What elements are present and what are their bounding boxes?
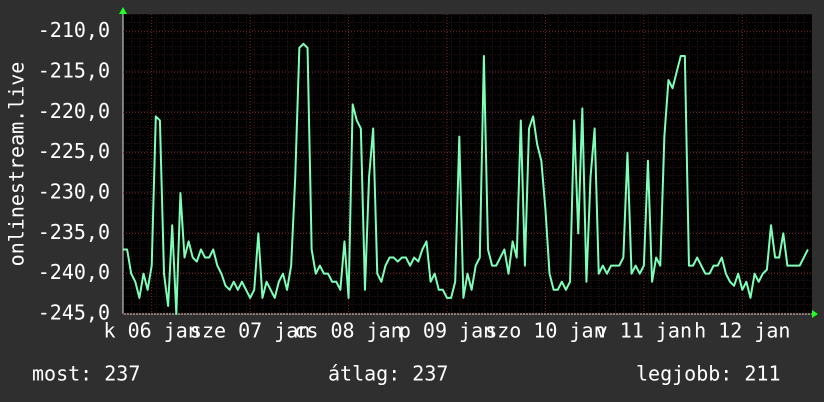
x-tick-label: v 11 jan: [596, 319, 692, 343]
x-tick-label: sze 07 jan: [190, 319, 310, 343]
y-tick-label: -230,0: [38, 180, 110, 204]
x-tick-label: p 09 jan: [399, 319, 495, 343]
y-arrow: [119, 7, 127, 14]
y-tick-label: -225,0: [38, 139, 110, 163]
x-tick-label: szo 10 jan: [485, 319, 605, 343]
data-line: [123, 42, 809, 315]
x-tick-label: cs 08 jan: [294, 319, 402, 343]
y-tick-label: -220,0: [38, 99, 110, 123]
y-tick-label: -235,0: [38, 220, 110, 244]
footer-current: most: 237: [32, 362, 140, 386]
y-tick-label: -240,0: [38, 260, 110, 284]
x-tick-label: k 06 jan: [104, 319, 200, 343]
minor-grid: [123, 14, 812, 314]
y-tick-label: -215,0: [38, 59, 110, 83]
y-tick-label: -210,0: [38, 18, 110, 42]
x-tick-label: h 12 jan: [694, 319, 790, 343]
x-arrow: [812, 310, 818, 318]
y-axis-label: onlinestream.live: [5, 62, 29, 267]
y-tick-label: -245,0: [38, 301, 110, 325]
footer-best: legjobb: 211: [636, 362, 781, 386]
footer-average: átlag: 237: [328, 362, 448, 386]
